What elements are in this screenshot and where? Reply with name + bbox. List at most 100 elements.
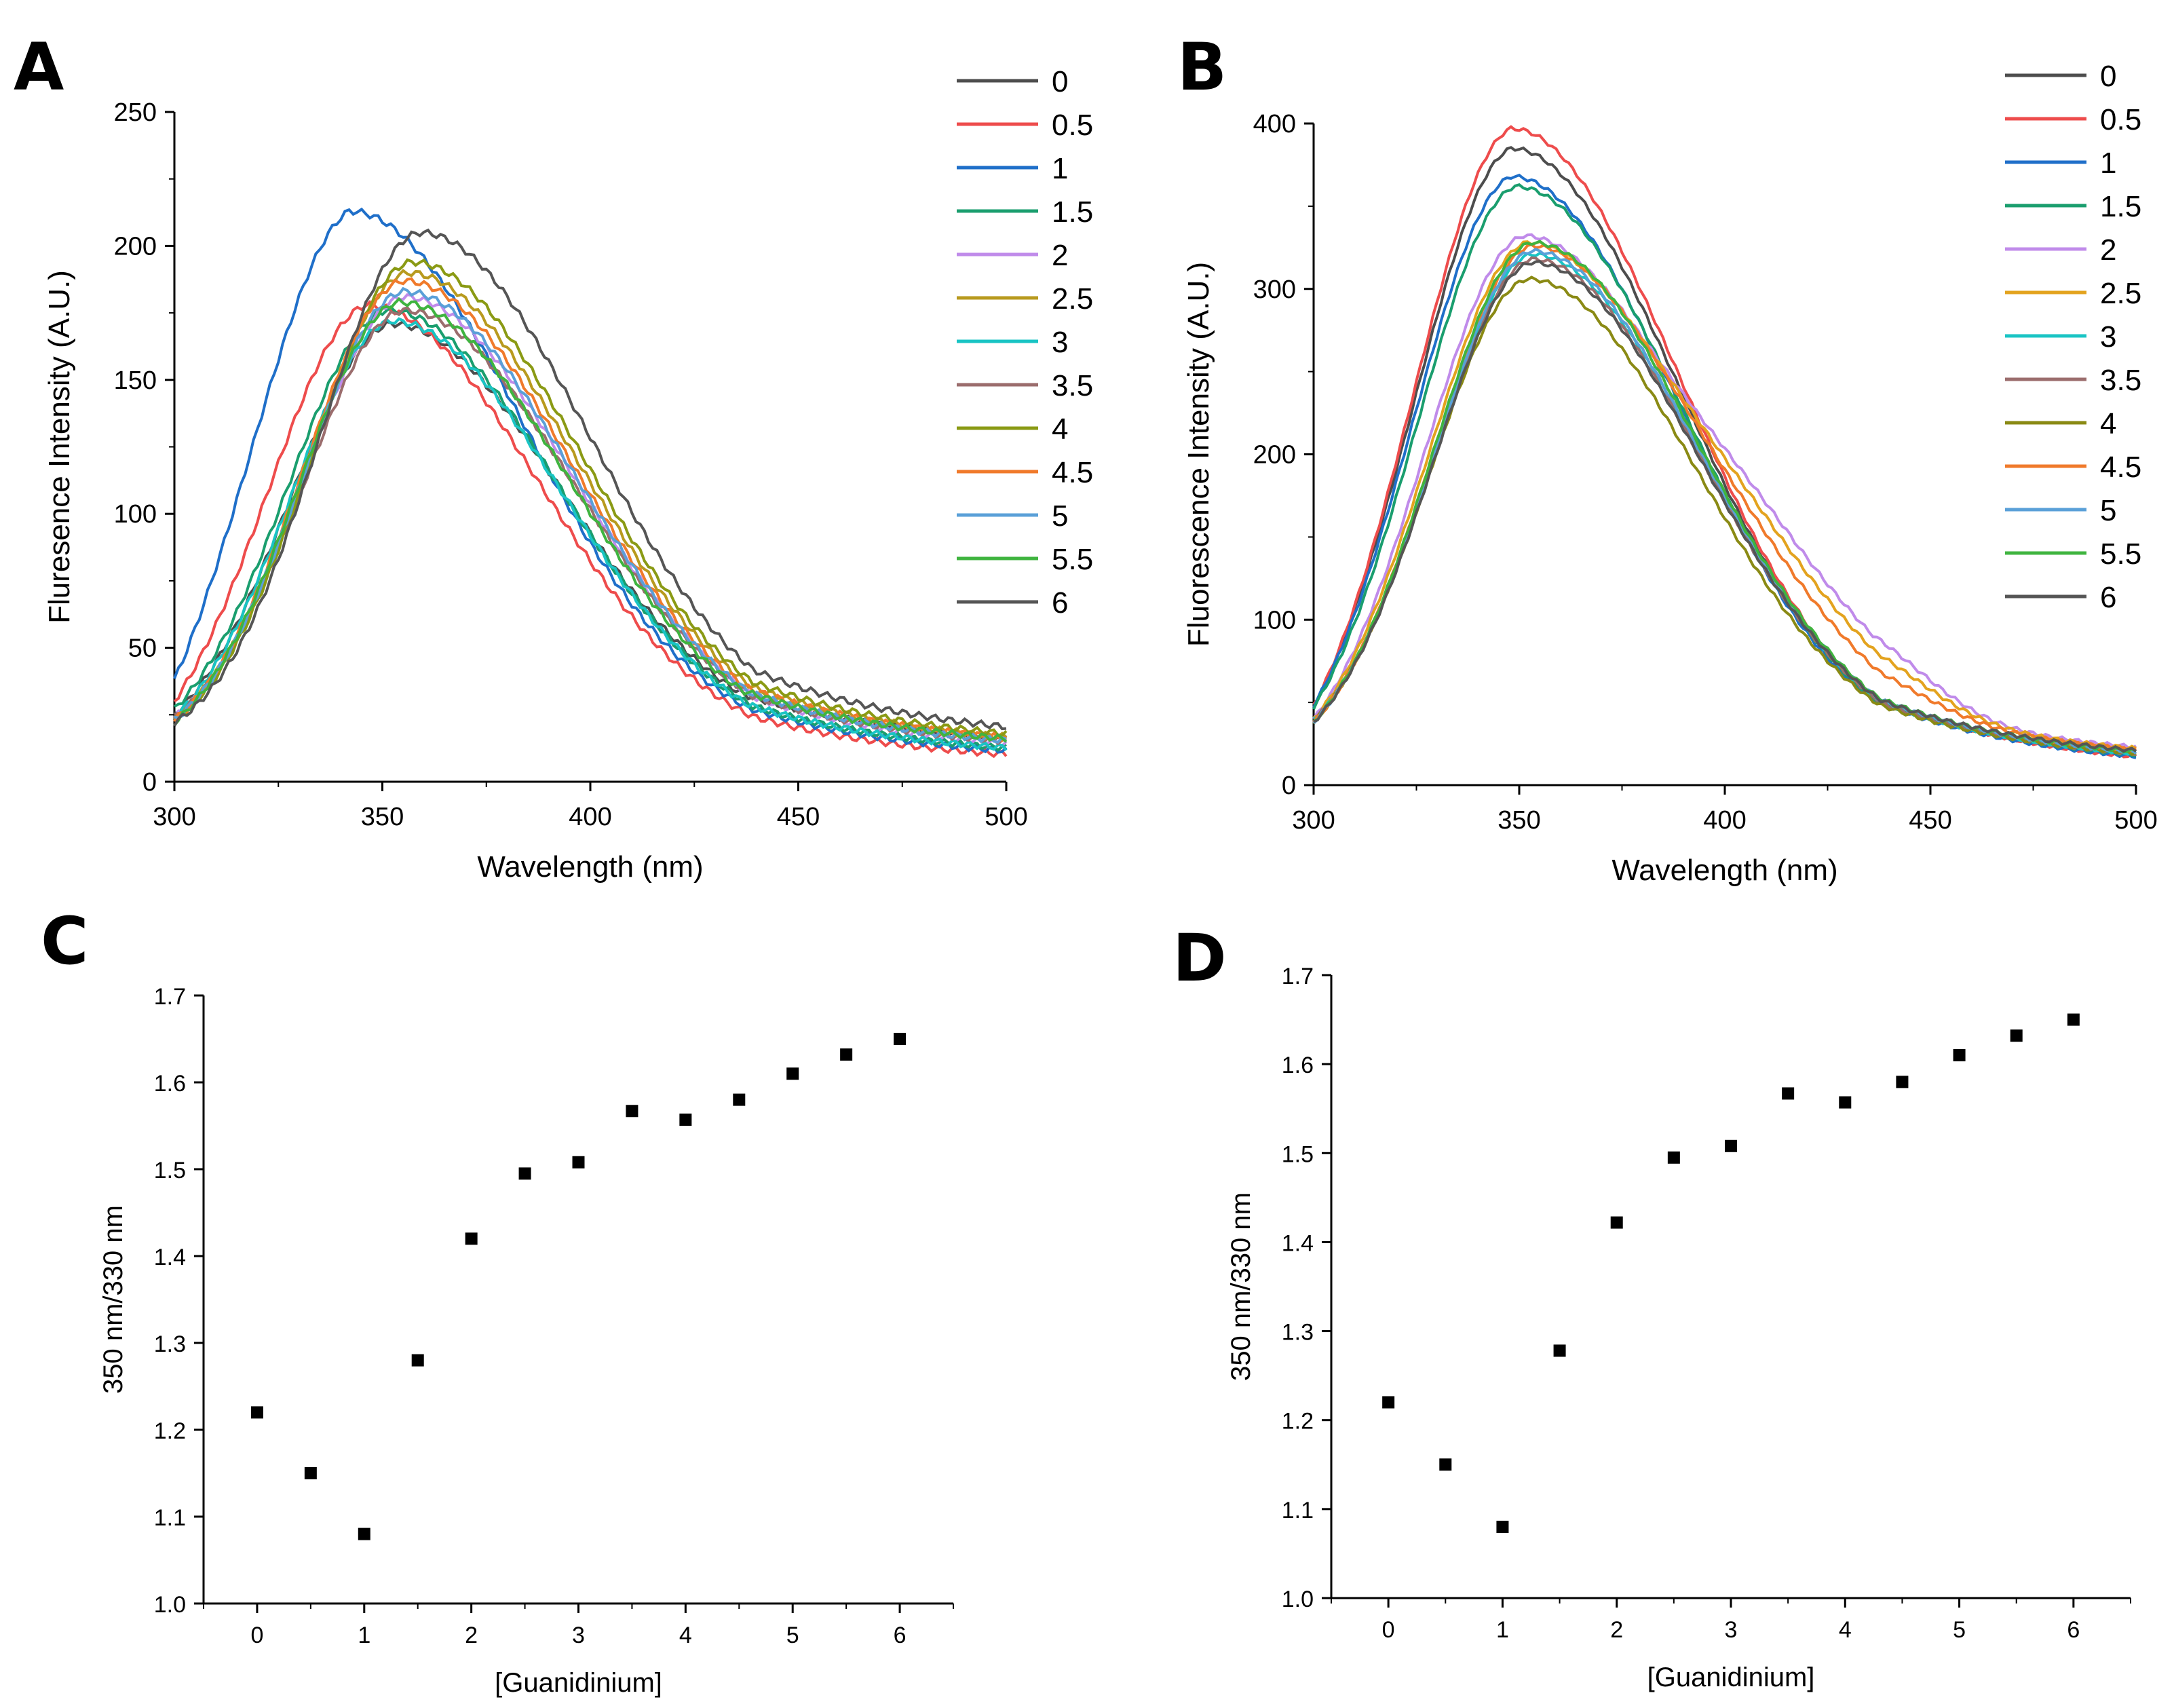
chart-d-y-tick-label: 1.6	[1282, 1052, 1314, 1078]
chart-a-series-line-0.5	[173, 300, 1008, 759]
chart-a-y-tick-label: 250	[114, 98, 157, 127]
chart-d-y-axis-title: 350 nm/330 nm	[1226, 1192, 1256, 1381]
chart-a-legend-label-3.5: 3.5	[1052, 369, 1093, 402]
chart-d-y-tick-label: 1.2	[1282, 1409, 1314, 1435]
chart-d-x-tick-label: 2	[1610, 1617, 1623, 1643]
chart-b-legend-label-3: 3	[2100, 320, 2116, 354]
chart-d-point	[1610, 1216, 1623, 1229]
chart-c-y-tick-label: 1.1	[154, 1505, 186, 1531]
chart-d-point	[1839, 1096, 1852, 1109]
chart-d-x-tick-label: 0	[1382, 1617, 1395, 1643]
chart-a-legend-label-2.5: 2.5	[1052, 282, 1093, 316]
chart-b-y-tick-label: 300	[1253, 276, 1296, 304]
chart-c-y-tick-label: 1.4	[154, 1245, 186, 1270]
chart-b-legend-label-5: 5	[2100, 494, 2116, 527]
chart-d-point	[1725, 1139, 1737, 1152]
chart-a-y-tick-label: 100	[114, 500, 157, 529]
chart-d-y-tick-label: 1.4	[1282, 1230, 1314, 1256]
chart-b-x-tick-label: 400	[1703, 806, 1746, 835]
chart-b-series-line-4	[1312, 276, 2137, 757]
chart-d-y-tick-label: 1.3	[1282, 1320, 1314, 1346]
chart-a-y-axis-title: Fluresence Intensity (A.U.)	[43, 270, 76, 624]
chart-a-x-tick-label: 450	[777, 803, 820, 831]
chart-b-y-tick-label: 0	[1282, 772, 1296, 800]
chart-a-x-tick-label: 500	[985, 803, 1027, 831]
chart-a-x-tick-label: 300	[153, 803, 195, 831]
chart-c: 0 1 2 3 4 5 6 1.0 1.1 1.2 1.3 1.4 1.5 1.6 1.7 [Guanidin…	[98, 984, 954, 1698]
chart-a-legend-label-3: 3	[1052, 326, 1068, 359]
chart-d-x-tick-label: 3	[1725, 1617, 1738, 1643]
panel-letter-d: D	[1172, 920, 1227, 996]
chart-a-series-line-5.5	[173, 297, 1008, 743]
chart-b-series-line-6	[1313, 260, 2137, 753]
chart-c-point	[250, 1406, 263, 1419]
chart-b-y-tick-label: 200	[1253, 441, 1296, 470]
chart-a-y-tick-label: 0	[142, 768, 157, 797]
chart-c-point	[733, 1093, 746, 1106]
chart-a-x-axis-title: Wavelength (nm)	[477, 850, 703, 884]
chart-b-x-tick-label: 500	[2114, 806, 2157, 835]
chart-b-legend-label-3.5: 3.5	[2100, 364, 2141, 397]
chart-c-point	[572, 1156, 585, 1169]
chart-d-x-tick-label: 1	[1496, 1617, 1509, 1643]
chart-b-x-tick-label: 300	[1292, 806, 1335, 835]
chart-c-point	[411, 1354, 424, 1367]
chart-a: 300 350 400 450 500050100150200250Wavelength…	[43, 65, 1093, 884]
chart-b-legend-label-5.5: 5.5	[2100, 537, 2141, 571]
chart-a-legend-label-4.5: 4.5	[1052, 456, 1093, 489]
chart-c-point	[626, 1105, 638, 1118]
chart-d-y-tick-label: 1.1	[1282, 1498, 1314, 1523]
chart-a-y-tick-label: 200	[114, 232, 157, 261]
chart-d-point	[2010, 1029, 2023, 1042]
chart-d-point	[1439, 1458, 1452, 1471]
chart-c-y-tick-label: 1.6	[154, 1071, 186, 1097]
chart-c-point	[304, 1467, 317, 1479]
chart-c-y-axis-title: 350 nm/330 nm	[98, 1205, 128, 1394]
chart-b-legend-label-4: 4	[2100, 407, 2116, 440]
chart-d-y-tick-label: 1.7	[1282, 964, 1314, 989]
panel-letter-c: C	[41, 903, 88, 979]
chart-d-point	[1382, 1396, 1395, 1409]
chart-c-x-tick-label: 3	[572, 1622, 585, 1648]
chart-c-x-tick-label: 4	[679, 1622, 692, 1648]
chart-c-y-tick-label: 1.0	[154, 1592, 186, 1618]
chart-a-x-tick-label: 400	[569, 803, 611, 831]
panel-letter-b: B	[1177, 29, 1227, 105]
chart-d-x-tick-label: 5	[1953, 1617, 1966, 1643]
chart-b-legend-label-6: 6	[2100, 581, 2116, 614]
chart-b-x-tick-label: 350	[1498, 806, 1540, 835]
chart-a-legend-label-0.5: 0.5	[1052, 109, 1093, 142]
chart-b-legend-label-0.5: 0.5	[2100, 103, 2141, 136]
chart-d-point	[1667, 1151, 1680, 1164]
chart-b-x-tick-label: 450	[1909, 806, 1951, 835]
chart-a-series-line-2	[173, 293, 1008, 748]
chart-d-point	[1896, 1076, 1909, 1088]
chart-a-legend-label-0: 0	[1052, 65, 1068, 98]
chart-c-y-tick-label: 1.2	[154, 1418, 186, 1444]
chart-c-y-tick-label: 1.3	[154, 1331, 186, 1357]
chart-a-legend-label-5.5: 5.5	[1052, 543, 1093, 576]
chart-a-series-line-1.5	[173, 305, 1007, 753]
chart-d-x-tick-label: 4	[1839, 1617, 1852, 1643]
chart-c-point	[465, 1232, 478, 1245]
chart-a-legend-label-1.5: 1.5	[1052, 195, 1093, 229]
chart-a-y-tick-label: 150	[114, 366, 157, 395]
chart-c-point	[840, 1048, 853, 1061]
chart-b-legend-label-0: 0	[2100, 60, 2116, 93]
chart-b-legend-label-4.5: 4.5	[2100, 451, 2141, 484]
chart-d-point	[1496, 1521, 1509, 1534]
chart-d-x-axis-title: [Guanidinium]	[1647, 1663, 1815, 1692]
chart-a-legend-label-4: 4	[1052, 413, 1068, 446]
chart-a-x-tick-label: 350	[361, 803, 404, 831]
chart-a-legend-label-2: 2	[1052, 239, 1068, 272]
chart-b-legend-label-1.5: 1.5	[2100, 190, 2141, 223]
chart-c-y-tick-label: 1.7	[154, 984, 186, 1010]
chart-d-x-tick-label: 6	[2067, 1617, 2080, 1643]
chart-c-point	[786, 1067, 799, 1080]
chart-b-x-axis-title: Wavelength (nm)	[1612, 854, 1837, 887]
chart-b-series-line-2	[1312, 233, 2137, 750]
chart-a-legend-label-5: 5	[1052, 499, 1068, 533]
chart-d-point	[1782, 1087, 1795, 1100]
